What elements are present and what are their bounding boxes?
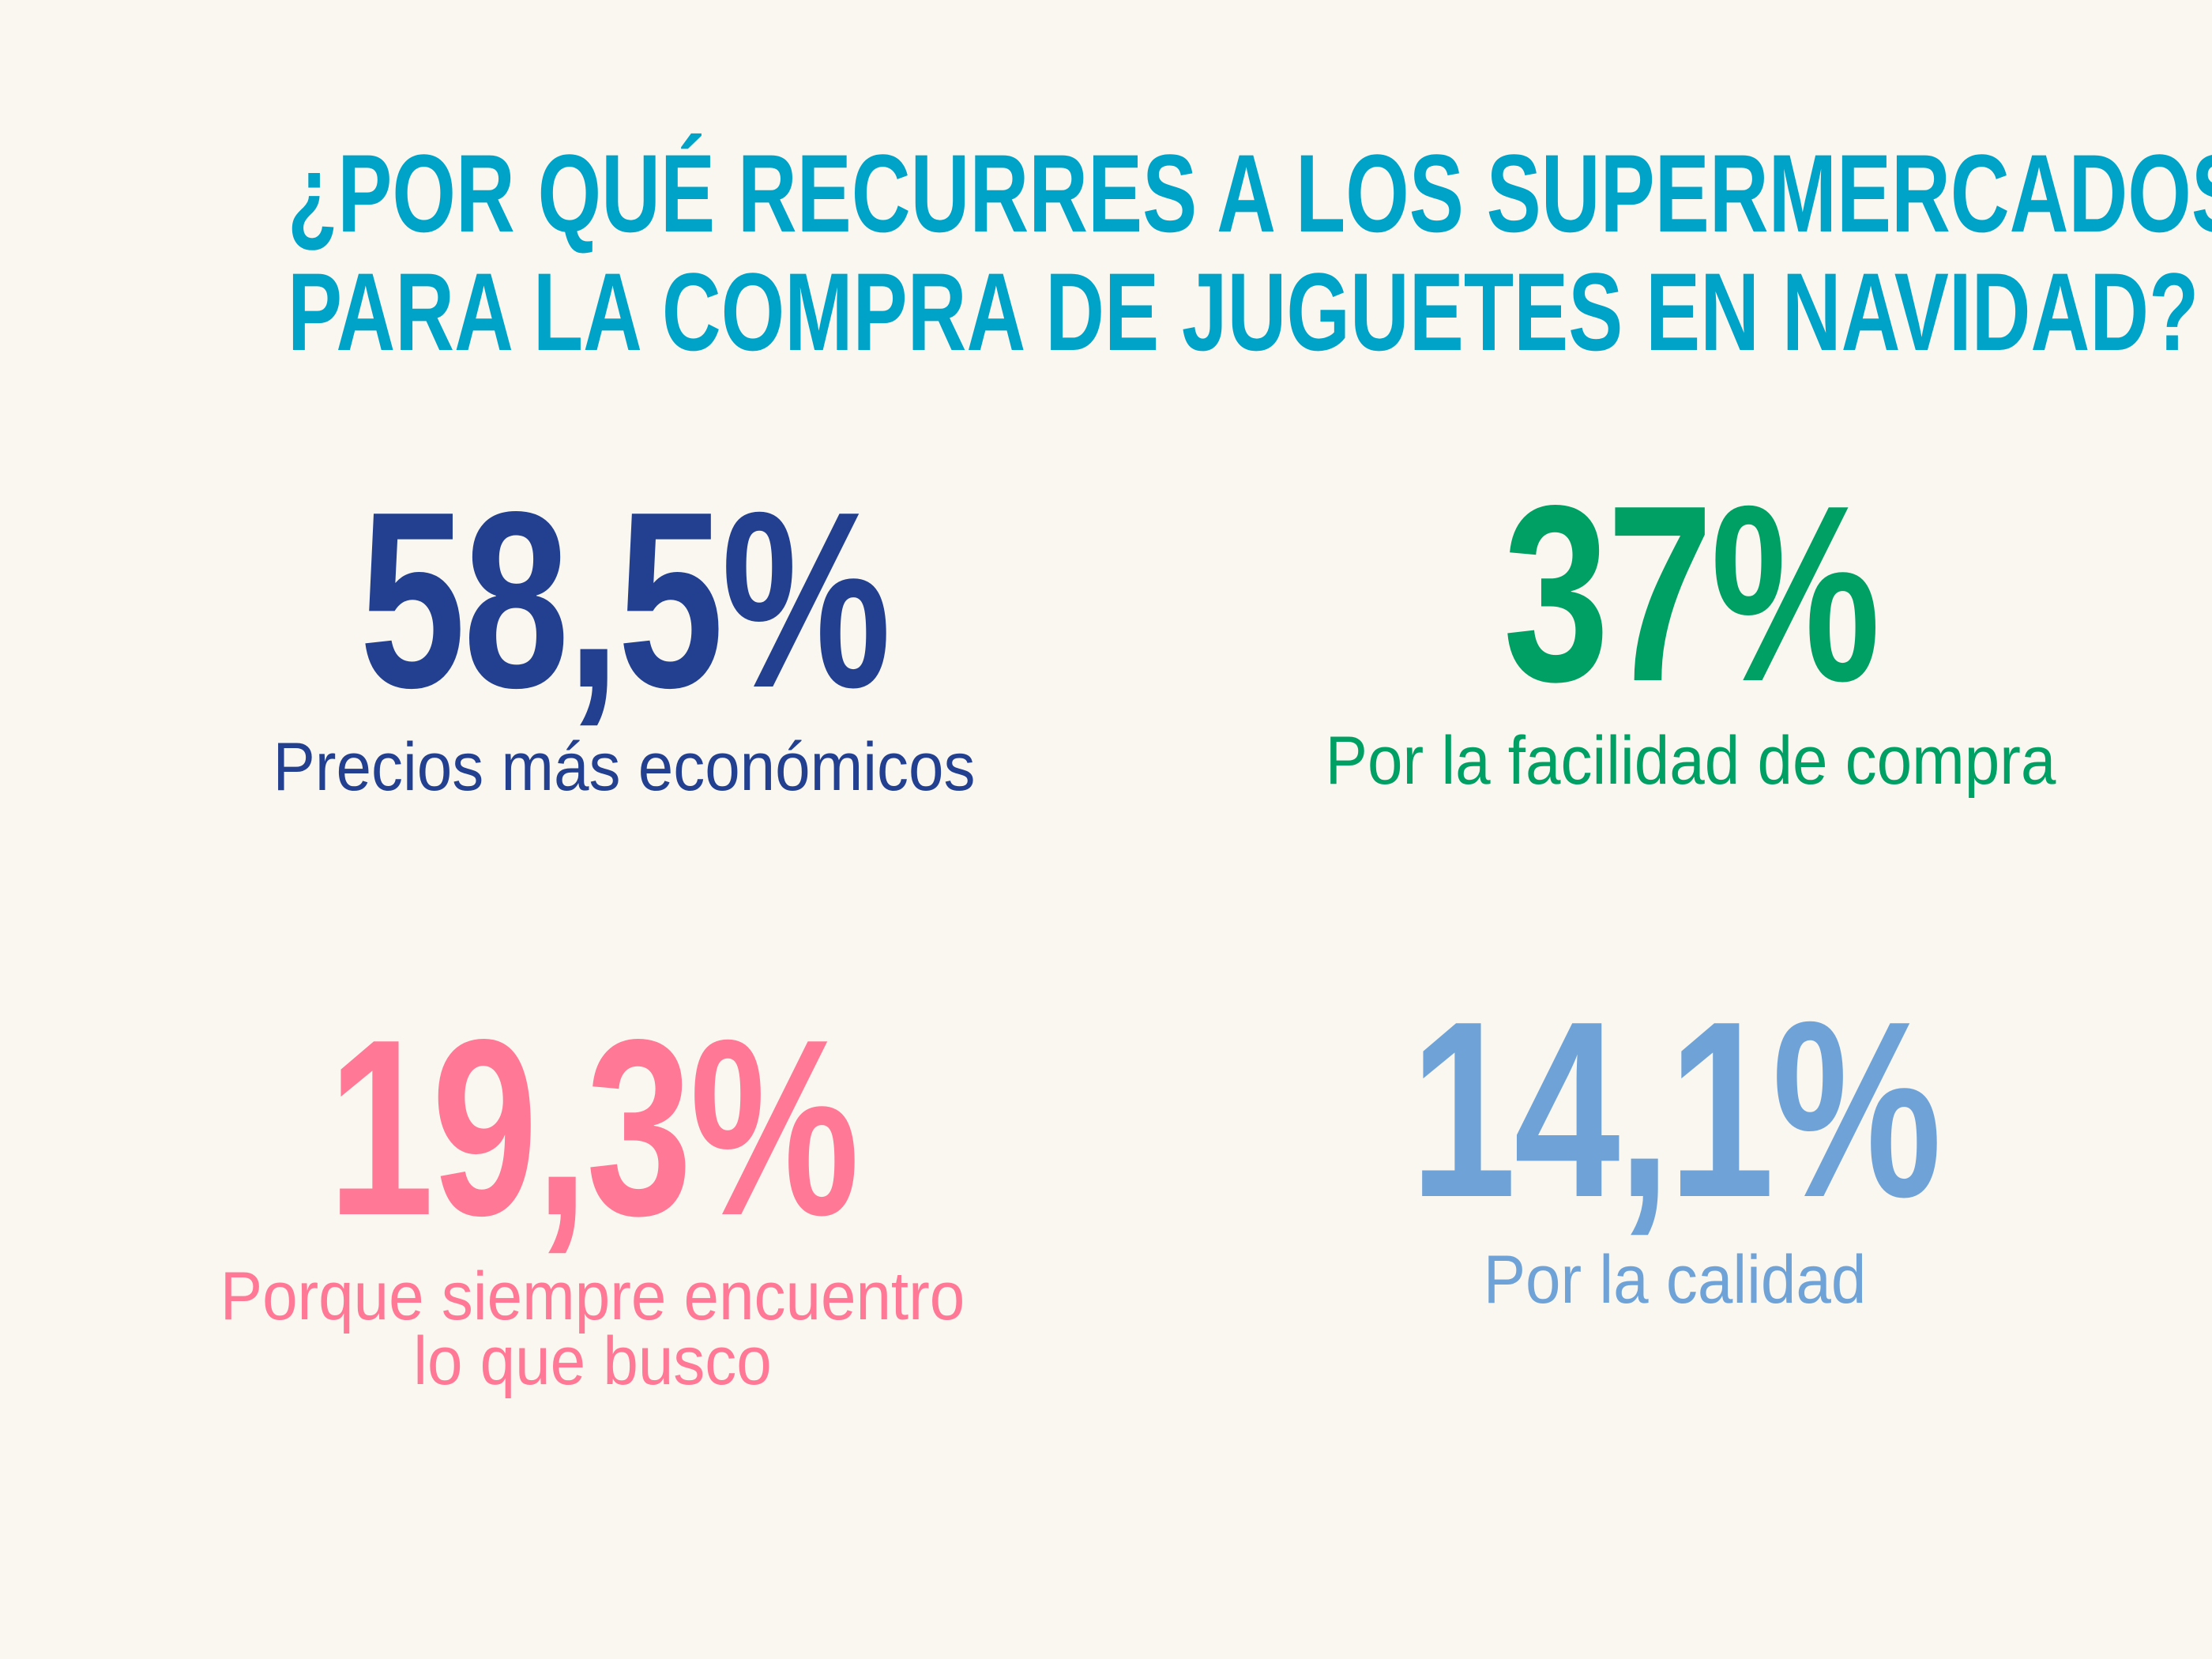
stat-value: 58,5%: [359, 460, 891, 740]
stat-value: 19,3%: [327, 988, 860, 1268]
stat-label-line-1: Porque siempre encuentro: [220, 1258, 965, 1334]
stat-always-find: 19,3% Porque siempre encuentro lo que bu…: [79, 988, 1106, 1399]
title-line-1: ¿POR QUÉ RECURRES A LOS SUPERMERCADOS: [288, 131, 2212, 255]
title-line-2: PARA LA COMPRA DE JUGUETES EN NAVIDAD?: [288, 250, 2199, 374]
stat-label-line-2: lo que busco: [413, 1323, 772, 1399]
stat-quality: 14,1% Por la calidad: [1161, 969, 2188, 1318]
stat-cheaper-prices: 58,5% Precios más económicos: [111, 460, 1138, 805]
stat-value: 14,1%: [1409, 969, 1942, 1250]
stat-label: Precios más económicos: [273, 729, 976, 805]
page-title: ¿POR QUÉ RECURRES A LOS SUPERMERCADOS PA…: [0, 134, 2212, 371]
stat-value: 37%: [1503, 453, 1881, 734]
stat-label: Por la calidad: [1483, 1242, 1867, 1318]
stat-ease-of-purchase: 37% Por la facilidad de compra: [1177, 453, 2204, 799]
stat-label: Por la facilidad de compra: [1325, 723, 2056, 799]
